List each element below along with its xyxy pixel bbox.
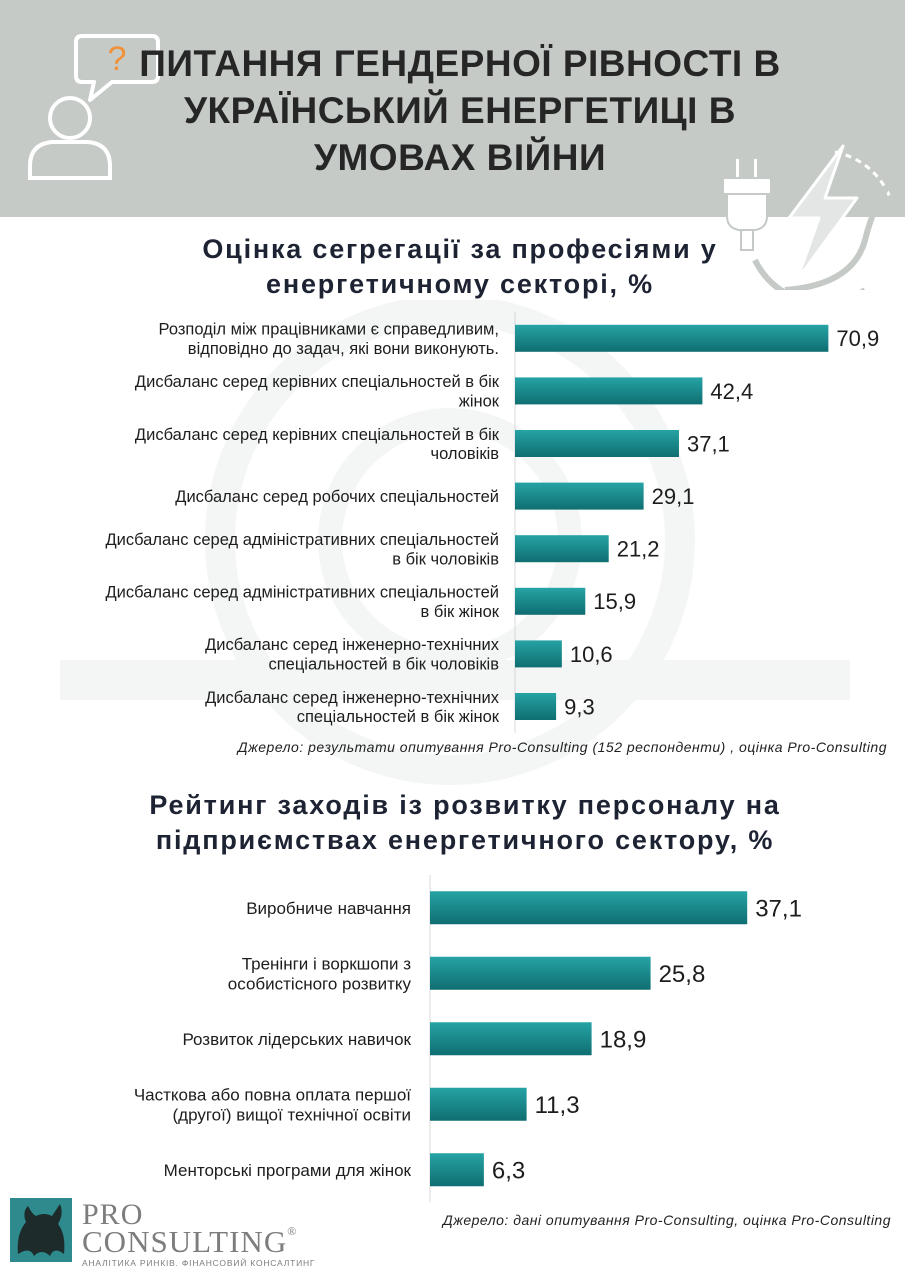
bar	[515, 377, 703, 405]
bar	[515, 430, 679, 457]
bar	[430, 956, 651, 990]
category-label: Дисбаланс серед інженерно-технічних спеці…	[205, 689, 500, 726]
source-note-development: Джерело: дані опитування Pro-Consulting,…	[442, 1212, 891, 1228]
bar-value-label: 15,9	[593, 589, 636, 614]
logo-tagline: АНАЛІТИКА РИНКІВ. ФІНАНСОВИЙ КОНСАЛТИНГ	[82, 1258, 316, 1268]
category-label: Дисбаланс серед керівних спеціальностей …	[135, 426, 500, 463]
category-label: Дисбаланс серед керівних спеціальностей …	[135, 373, 500, 410]
bar-value-label: 18,9	[600, 1026, 647, 1053]
category-label: Виробниче навчання	[246, 899, 411, 918]
category-label: Дисбаланс серед адміністративних спеціал…	[105, 531, 499, 568]
category-label: Розвиток лідерських навичок	[182, 1030, 411, 1049]
person-icon	[28, 96, 112, 180]
registered-mark: ®	[287, 1224, 298, 1238]
bar-value-label: 6,3	[492, 1157, 525, 1184]
bar-value-label: 37,1	[755, 895, 802, 922]
chart-title-segregation: Оцінка сегрегації за професіями у енерге…	[202, 234, 718, 299]
person-question-icon: ?	[28, 34, 160, 180]
logo-text-consulting: CONSULTING®	[82, 1224, 298, 1259]
bar	[515, 535, 609, 563]
bar-value-label: 25,8	[659, 961, 706, 988]
category-label: Часткова або повна оплата першої (другої)…	[134, 1085, 411, 1124]
bar-value-label: 9,3	[564, 694, 595, 719]
segregation-bar-chart: 70,9 Розподіл між працівниками є справедл…	[105, 312, 879, 733]
category-label: Дисбаланс серед адміністративних спеціал…	[105, 584, 499, 621]
bar-value-label: 70,9	[836, 326, 879, 351]
question-mark: ?	[108, 40, 127, 78]
bar	[515, 482, 644, 510]
source-note-segregation: Джерело: результати опитування Pro-Consu…	[237, 739, 887, 755]
question-bubble-icon	[74, 34, 160, 102]
bar-value-label: 10,6	[570, 642, 613, 667]
category-label: Тренінги і воркшопи з особистісного розви…	[228, 954, 412, 993]
category-label: Дисбаланс серед інженерно-технічних спеці…	[205, 636, 500, 673]
lightning-icon	[787, 144, 859, 282]
bar-value-label: 11,3	[535, 1092, 580, 1119]
page-title: ПИТАННЯ ГЕНДЕРНОЇ РІВНОСТІ В УКРАЇНСЬКИЙ…	[139, 43, 781, 178]
plug-body	[722, 157, 772, 251]
pro-consulting-logo: PRO CONSULTING® АНАЛІТИКА РИНКІВ. ФІНАНС…	[10, 1196, 315, 1270]
bar-value-label: 29,1	[652, 484, 695, 509]
bar	[515, 693, 557, 720]
bar	[515, 587, 586, 615]
bar	[430, 1022, 592, 1056]
bar-value-label: 37,1	[687, 431, 730, 456]
category-label: Дисбаланс серед робочих спеціальностей	[175, 488, 499, 506]
category-label: Розподіл між працівниками є справедливим…	[159, 321, 499, 358]
power-plug-icon	[722, 144, 896, 290]
bull-logo-icon	[10, 1198, 72, 1262]
bar	[430, 1153, 484, 1187]
logo-text-pro: PRO	[82, 1198, 144, 1231]
bar	[430, 891, 748, 925]
category-label: Менторські програми для жінок	[164, 1161, 412, 1180]
bar-value-label: 21,2	[617, 537, 660, 562]
bar-value-label: 42,4	[710, 379, 753, 404]
bar	[430, 1087, 527, 1121]
bar	[515, 640, 562, 668]
chart-title-development: Рейтинг заходів із розвитку персоналу на…	[149, 790, 781, 855]
development-bar-chart: 37,1 Виробниче навчання 25,8 Тренінги і вор…	[134, 875, 802, 1203]
bar	[515, 324, 829, 352]
